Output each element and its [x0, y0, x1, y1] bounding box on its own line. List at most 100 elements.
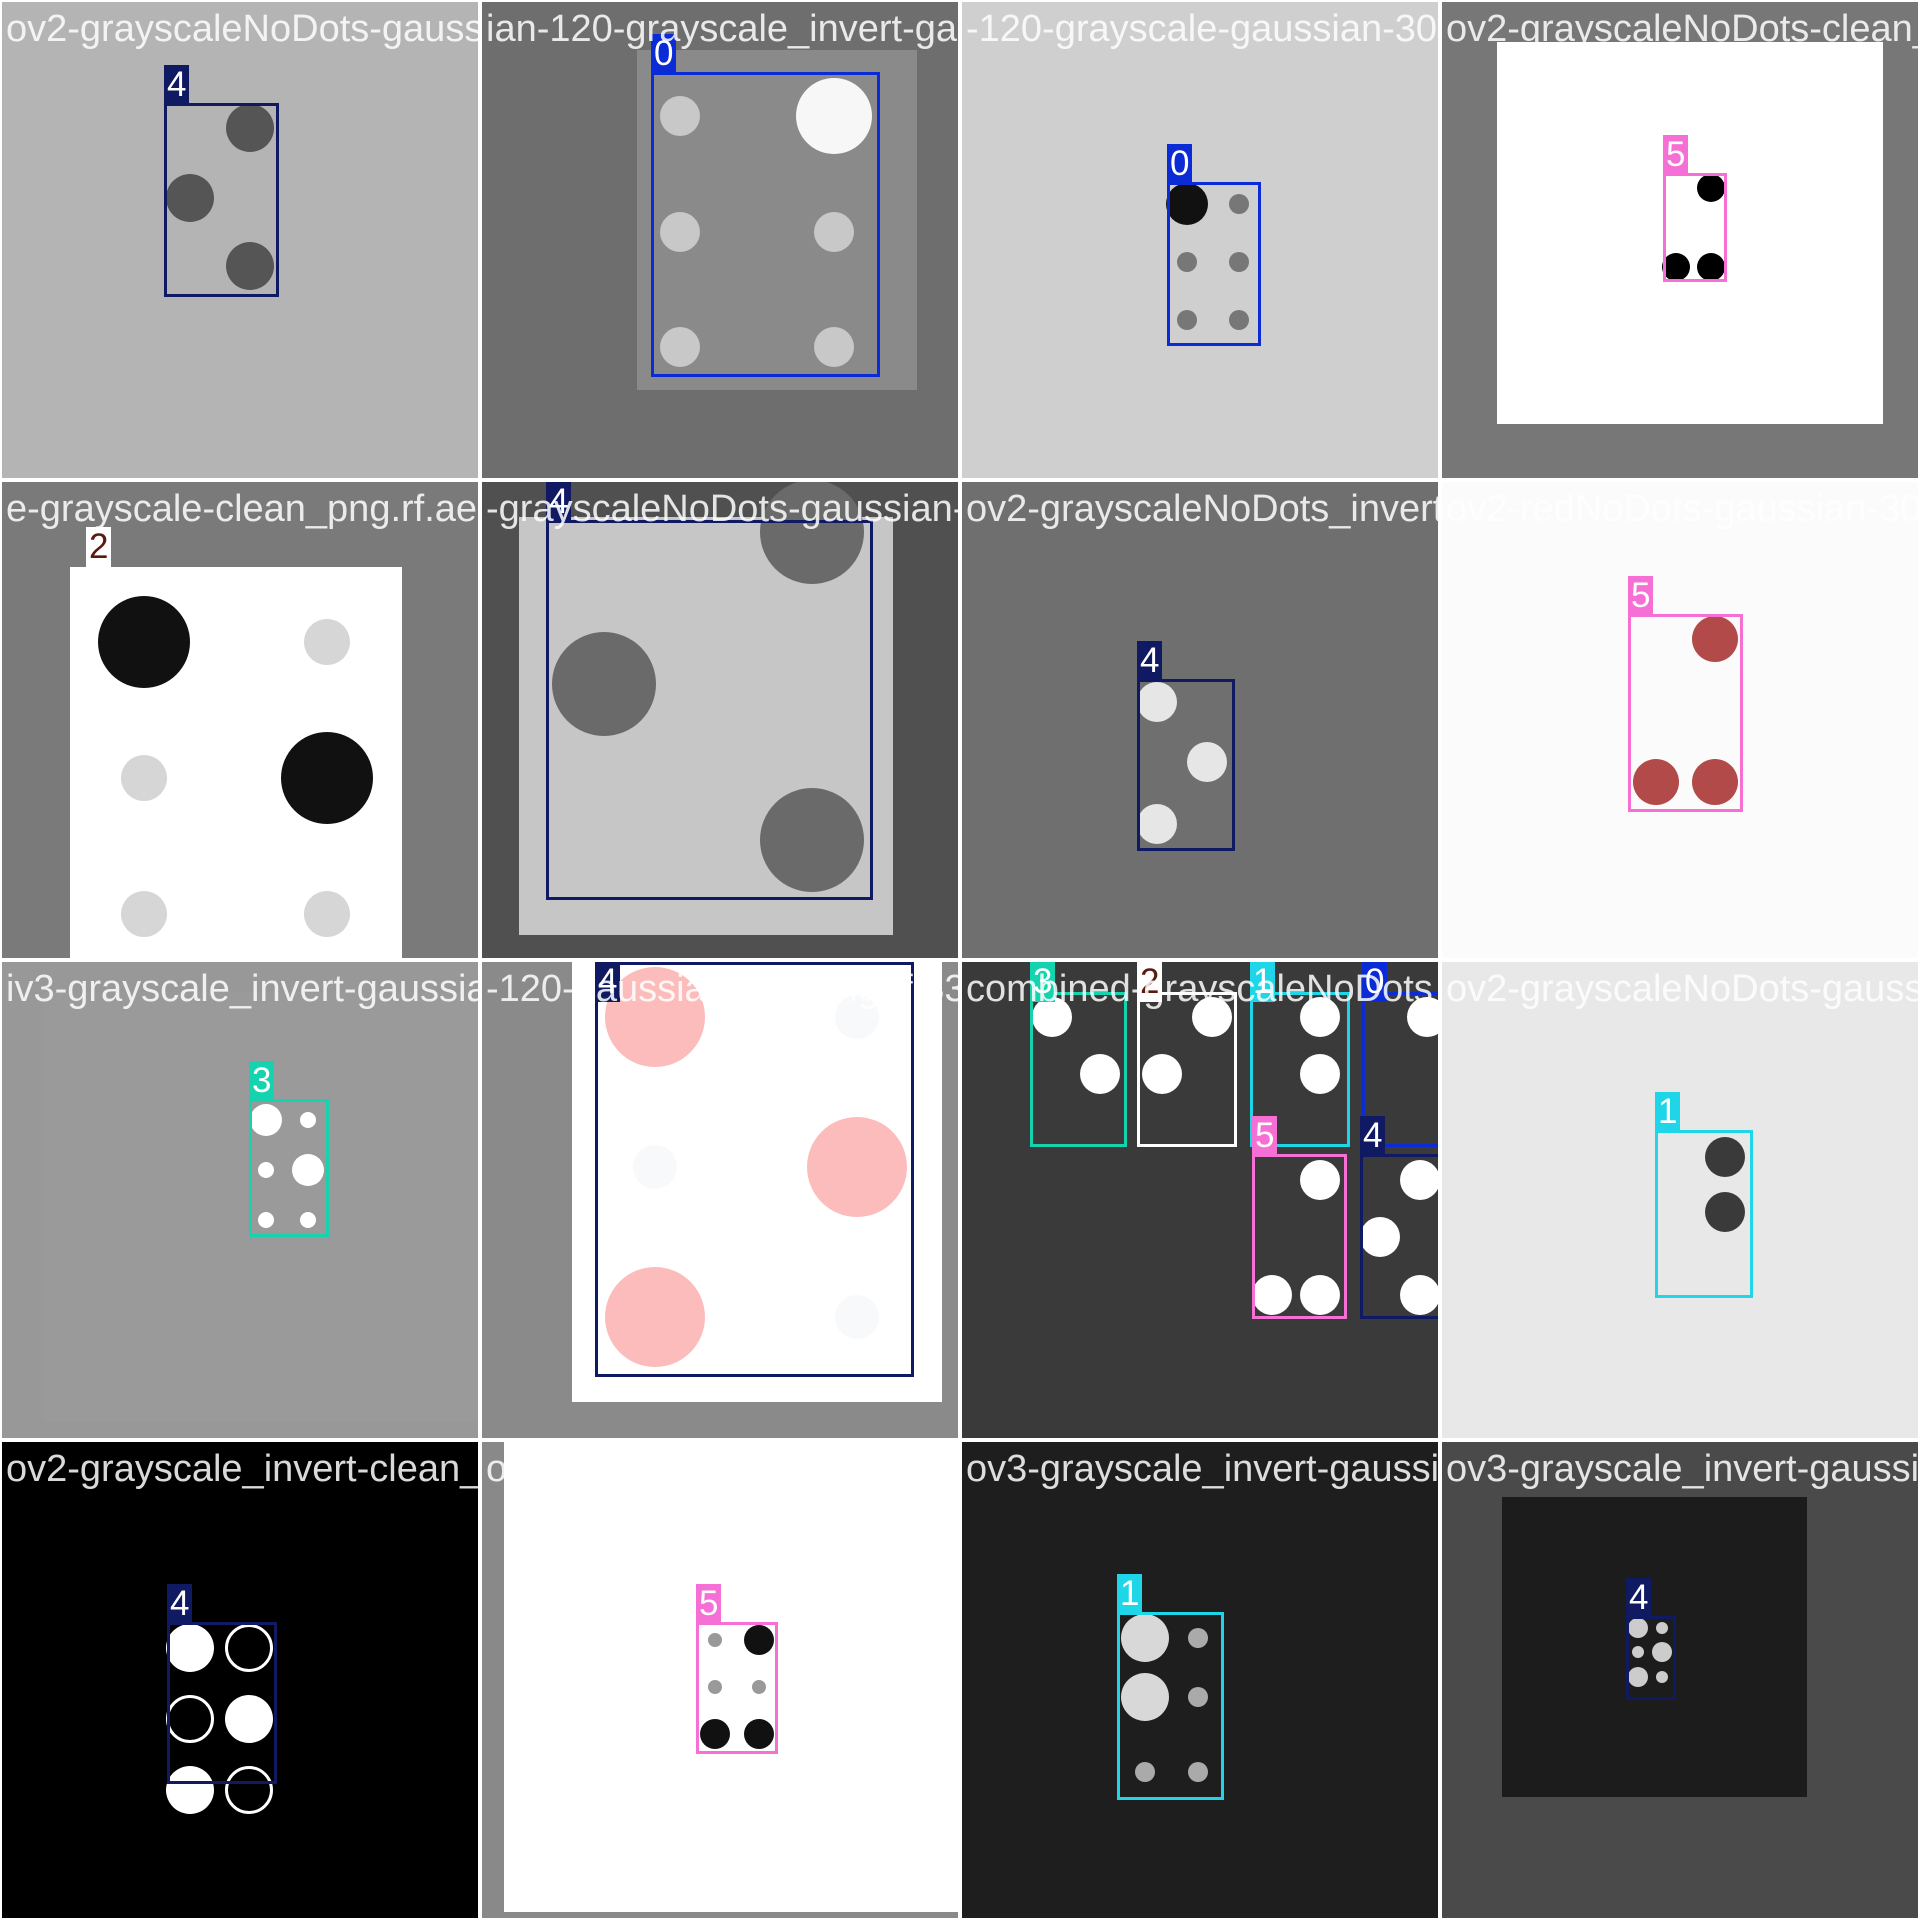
- braille-dot: [1300, 1275, 1340, 1315]
- detection-label: 5: [1252, 1116, 1278, 1156]
- braille-dot: [258, 1212, 274, 1228]
- detection-box: [595, 962, 914, 1377]
- detection-label: 5: [1628, 576, 1654, 616]
- braille-dot: [700, 1719, 730, 1749]
- braille-dot: [1137, 804, 1177, 844]
- braille-dot: [1300, 1054, 1340, 1094]
- braille-dot: [300, 1112, 316, 1128]
- braille-dot: [1142, 1054, 1182, 1094]
- braille-dot: [835, 1295, 879, 1339]
- braille-dot: [121, 891, 167, 937]
- detection-label: 0: [651, 34, 677, 74]
- braille-dot: [225, 1695, 273, 1743]
- braille-dot: [1188, 1628, 1208, 1648]
- tile-caption: ov3-grayscale_invert-gaussian-30_png.rf: [966, 1448, 1438, 1490]
- tile-caption: ov2-grayscaleNoDots_invert-gaussian-120: [966, 488, 1438, 530]
- detection-label: 3: [1030, 962, 1056, 1002]
- braille-dot: [304, 619, 350, 665]
- braille-dot: [1135, 1762, 1155, 1782]
- detection-box: [696, 1622, 778, 1754]
- tile-caption: ov2-redNoDots-gaussian-30: [1446, 488, 1918, 530]
- mosaic-tile: 1 ov3-grayscale_invert-gaussian-30_png.rf: [962, 1442, 1438, 1918]
- braille-dot: [225, 1766, 273, 1814]
- braille-dot: [1400, 1160, 1438, 1200]
- detection-label: 1: [1250, 962, 1276, 1002]
- braille-dot: [1080, 1054, 1120, 1094]
- tile-caption: e-grayscale-clean_png.rf.aeca0e4a96889d1…: [6, 488, 478, 530]
- braille-dot: [1652, 1642, 1672, 1662]
- detection-label: 0: [1167, 144, 1193, 184]
- detection-box: [1362, 992, 1438, 1147]
- braille-dot: [708, 1633, 722, 1647]
- mosaic-tile: 3iv3-grayscale_invert-gaussian-120-gauss…: [2, 962, 478, 1438]
- braille-dot: [1121, 1614, 1169, 1662]
- detection-label: 4: [1360, 1116, 1386, 1156]
- mosaic-tile: 5 ov2-redNoDots-gaussian-30: [1442, 482, 1918, 958]
- braille-dot: [1300, 1160, 1340, 1200]
- braille-dot: [1188, 1762, 1208, 1782]
- braille-dot: [1192, 997, 1232, 1037]
- braille-dot: [300, 1212, 316, 1228]
- detection-box: [651, 72, 880, 377]
- mosaic-tile: 3 2 1 0 5 4 combined-grayscaleNoDots: [962, 962, 1438, 1438]
- mosaic-tile: 4 ov2-grayscaleNoDots-gaussian-120-gaussi…: [2, 2, 478, 478]
- braille-dot: [552, 632, 656, 736]
- braille-dot: [1252, 1275, 1292, 1315]
- braille-dot: [1697, 253, 1725, 281]
- mosaic-tile: 2e-grayscale-clean_png.rf.aeca0e4a96889d…: [2, 482, 478, 958]
- tile-caption: ov2-grayscaleNoDots-gaussian-120-gaussia…: [6, 8, 478, 50]
- detection-box: [1137, 992, 1237, 1147]
- detection-box: [1655, 1130, 1753, 1298]
- braille-dot: [166, 174, 214, 222]
- tile-caption: ian-120-grayscale_invert-gaussian-120-gr…: [486, 8, 958, 50]
- tile-caption: -120-grayscale-gaussian-30-_png.rf.2867c…: [966, 8, 1438, 50]
- mosaic-tile: 4 ov2-grayscaleNoDots_invert-gaussian-120: [962, 482, 1438, 958]
- tile-caption: ov3-grayscale_invert-gaussian: [1446, 1448, 1918, 1490]
- braille-dot: [660, 96, 700, 136]
- braille-dot: [304, 891, 350, 937]
- detection-box: [1626, 1616, 1676, 1700]
- tile-caption: ov2-grayscaleNoDots-gaussian: [1446, 968, 1918, 1010]
- mosaic-tile: 4 ov3-grayscale_invert-gaussian: [1442, 1442, 1918, 1918]
- braille-dot: [1692, 616, 1738, 662]
- braille-dot: [166, 1766, 214, 1814]
- braille-dot: [1705, 1137, 1745, 1177]
- braille-dot: [1407, 997, 1438, 1037]
- braille-dot: [752, 1680, 766, 1694]
- braille-dot: [814, 212, 854, 252]
- braille-dot: [226, 104, 274, 152]
- detection-label: 1: [1117, 1574, 1143, 1614]
- braille-dot: [708, 1680, 722, 1694]
- braille-dot: [807, 1117, 907, 1217]
- braille-dot: [1177, 310, 1197, 330]
- braille-dot: [1656, 1671, 1668, 1683]
- braille-dot: [744, 1719, 774, 1749]
- braille-dot: [1137, 682, 1177, 722]
- braille-dot: [814, 327, 854, 367]
- braille-dot: [1656, 1622, 1668, 1634]
- detection-label: 4: [164, 65, 190, 105]
- braille-dot: [258, 1162, 274, 1178]
- braille-dot: [744, 1625, 774, 1655]
- mosaic-tile: 5ov3-grayscale-gaussian-30-_png.rf.a993d…: [482, 1442, 958, 1918]
- detection-box: [1252, 1154, 1347, 1319]
- detection-box: [1250, 992, 1350, 1147]
- braille-dot: [1705, 1192, 1745, 1232]
- detection-label: 4: [1137, 641, 1163, 681]
- braille-dot: [98, 596, 190, 688]
- braille-dot: [760, 482, 864, 584]
- braille-dot: [605, 1267, 705, 1367]
- detection-label: 3: [249, 1061, 275, 1101]
- detection-label: 5: [696, 1584, 722, 1624]
- braille-dot: [1177, 252, 1197, 272]
- braille-dot: [1400, 1275, 1438, 1315]
- dice-face: [504, 1442, 958, 1912]
- detection-label: 4: [546, 482, 572, 522]
- braille-dot: [660, 327, 700, 367]
- dice-face: [1497, 42, 1883, 424]
- detection-box: [1167, 182, 1261, 346]
- braille-dot: [1166, 183, 1208, 225]
- braille-dot: [605, 967, 705, 1067]
